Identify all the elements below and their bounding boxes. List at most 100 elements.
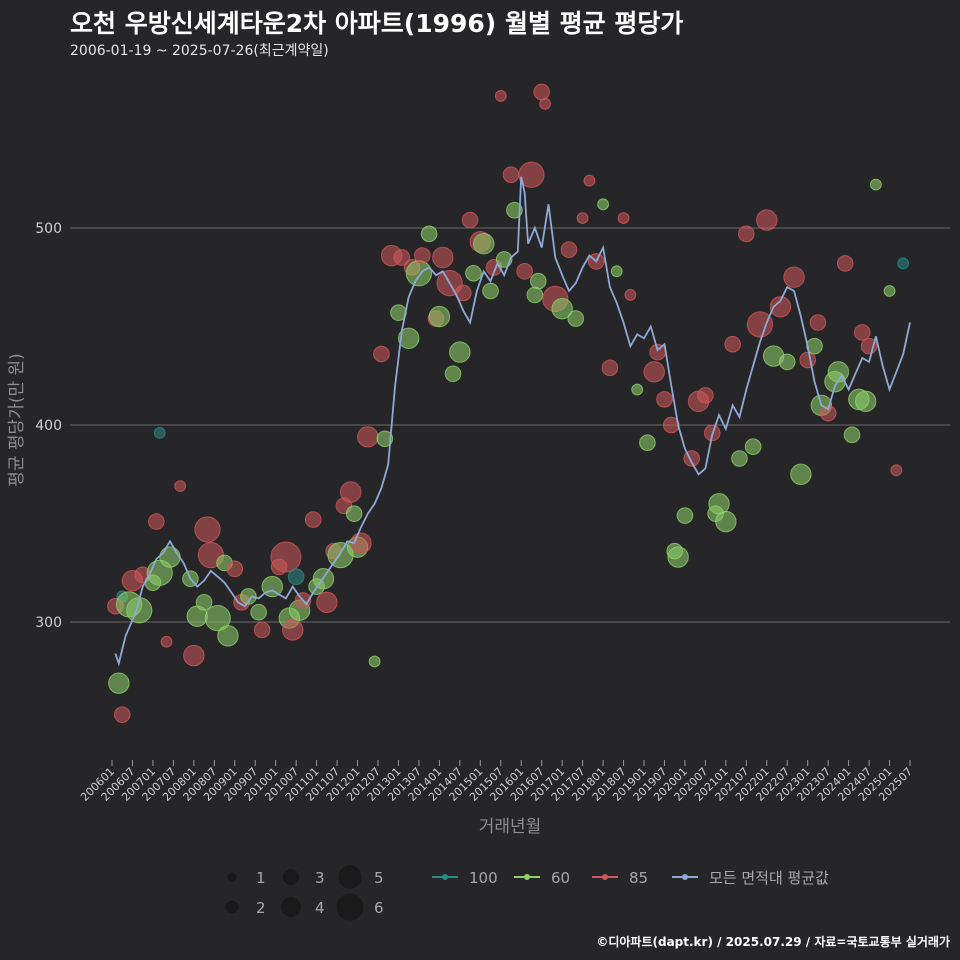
data-point	[539, 97, 552, 110]
data-point	[656, 391, 673, 408]
data-point	[444, 365, 462, 383]
color-legend-label: 모든 면적대 평균값	[709, 869, 829, 887]
data-point	[890, 464, 903, 477]
data-point	[806, 337, 823, 355]
y-tick-label: 400	[35, 418, 62, 434]
data-point	[357, 426, 379, 448]
data-point	[159, 546, 181, 568]
data-point	[643, 361, 665, 383]
data-point	[282, 619, 304, 641]
y-tick-label: 300	[35, 615, 62, 631]
size-legend-symbol	[282, 868, 300, 886]
data-point	[883, 285, 896, 297]
data-point	[551, 298, 573, 320]
data-point	[731, 450, 748, 467]
data-point	[649, 343, 666, 361]
size-legend-label: 4	[315, 899, 325, 917]
data-point	[667, 546, 689, 568]
data-point	[340, 481, 362, 503]
data-point	[809, 314, 827, 331]
data-point	[662, 416, 680, 434]
size-legend-symbol	[227, 872, 237, 882]
data-point	[518, 161, 545, 188]
data-point	[516, 262, 533, 280]
color-legend-label: 85	[629, 869, 648, 887]
chart-title: 오천 우방신세계타운2차 아파트(1996) 월별 평균 평당가	[70, 9, 684, 38]
color-legend-dot	[682, 874, 688, 880]
data-point	[756, 209, 778, 231]
data-point	[405, 260, 433, 287]
size-legend-symbol	[225, 900, 239, 914]
data-point	[428, 305, 451, 328]
data-point	[195, 594, 213, 611]
average-series-line	[114, 176, 911, 667]
data-point	[253, 621, 271, 639]
data-point	[819, 404, 837, 422]
data-point	[397, 327, 420, 349]
data-point	[240, 588, 257, 605]
data-point	[624, 289, 637, 301]
data-point	[494, 90, 507, 102]
data-point	[853, 324, 871, 341]
y-axis-label: 평균 평당가(만 원)	[7, 353, 27, 487]
x-axis-label: 거래년월	[479, 817, 542, 837]
data-point	[597, 198, 609, 211]
data-point	[529, 272, 547, 290]
point-layer	[107, 83, 910, 723]
data-point	[204, 605, 231, 632]
data-point	[482, 282, 499, 300]
data-point	[506, 201, 523, 219]
data-point	[897, 257, 910, 270]
data-point	[502, 166, 520, 184]
data-point	[639, 434, 656, 452]
data-point	[345, 505, 363, 522]
data-point	[113, 706, 131, 723]
data-point	[414, 247, 431, 264]
color-legend-dot	[442, 874, 448, 880]
data-point	[420, 225, 438, 243]
data-point	[287, 568, 305, 586]
data-point	[617, 212, 630, 224]
data-point	[160, 635, 173, 648]
data-point	[393, 249, 411, 266]
data-point	[183, 644, 205, 667]
average-line-layer	[114, 176, 911, 667]
source-footer: ©디아파트(dapt.kr) / 2025.07.29 / 자료=국토교통부 실…	[596, 935, 950, 949]
size-legend-label: 5	[374, 869, 384, 887]
color-legend-dot	[524, 874, 530, 880]
size-legend-symbol	[281, 897, 301, 917]
data-point	[738, 225, 755, 243]
data-point	[778, 353, 796, 371]
data-point	[526, 286, 544, 304]
data-point	[567, 310, 585, 327]
color-legend-label: 60	[551, 869, 570, 887]
data-point	[724, 335, 741, 353]
data-point	[194, 516, 221, 543]
data-point	[769, 296, 792, 318]
color-legend-dot	[602, 874, 608, 880]
legend: 1 2 3 4 5 6 100 60 85 모든 면적대 평균값	[225, 865, 829, 921]
data-point	[631, 383, 644, 396]
data-point	[432, 246, 454, 269]
data-point	[827, 361, 850, 383]
data-point	[449, 341, 471, 363]
chart-subtitle: 2006-01-19 ~ 2025-07-26(최근계약일)	[70, 43, 329, 59]
data-point	[373, 345, 390, 363]
data-point	[610, 265, 623, 278]
data-point	[583, 174, 596, 187]
data-point	[153, 426, 166, 439]
data-point	[783, 266, 805, 288]
size-legend-label: 6	[374, 899, 384, 917]
size-legend-label: 1	[256, 869, 266, 887]
data-point	[376, 430, 394, 448]
data-point	[148, 513, 165, 530]
color-legend-label: 100	[469, 869, 498, 887]
data-point	[799, 351, 816, 369]
data-point	[676, 507, 694, 524]
data-point	[576, 212, 589, 224]
y-tick-label: 500	[35, 221, 62, 237]
data-point	[601, 359, 619, 377]
data-point	[843, 426, 861, 444]
data-point	[836, 255, 854, 272]
